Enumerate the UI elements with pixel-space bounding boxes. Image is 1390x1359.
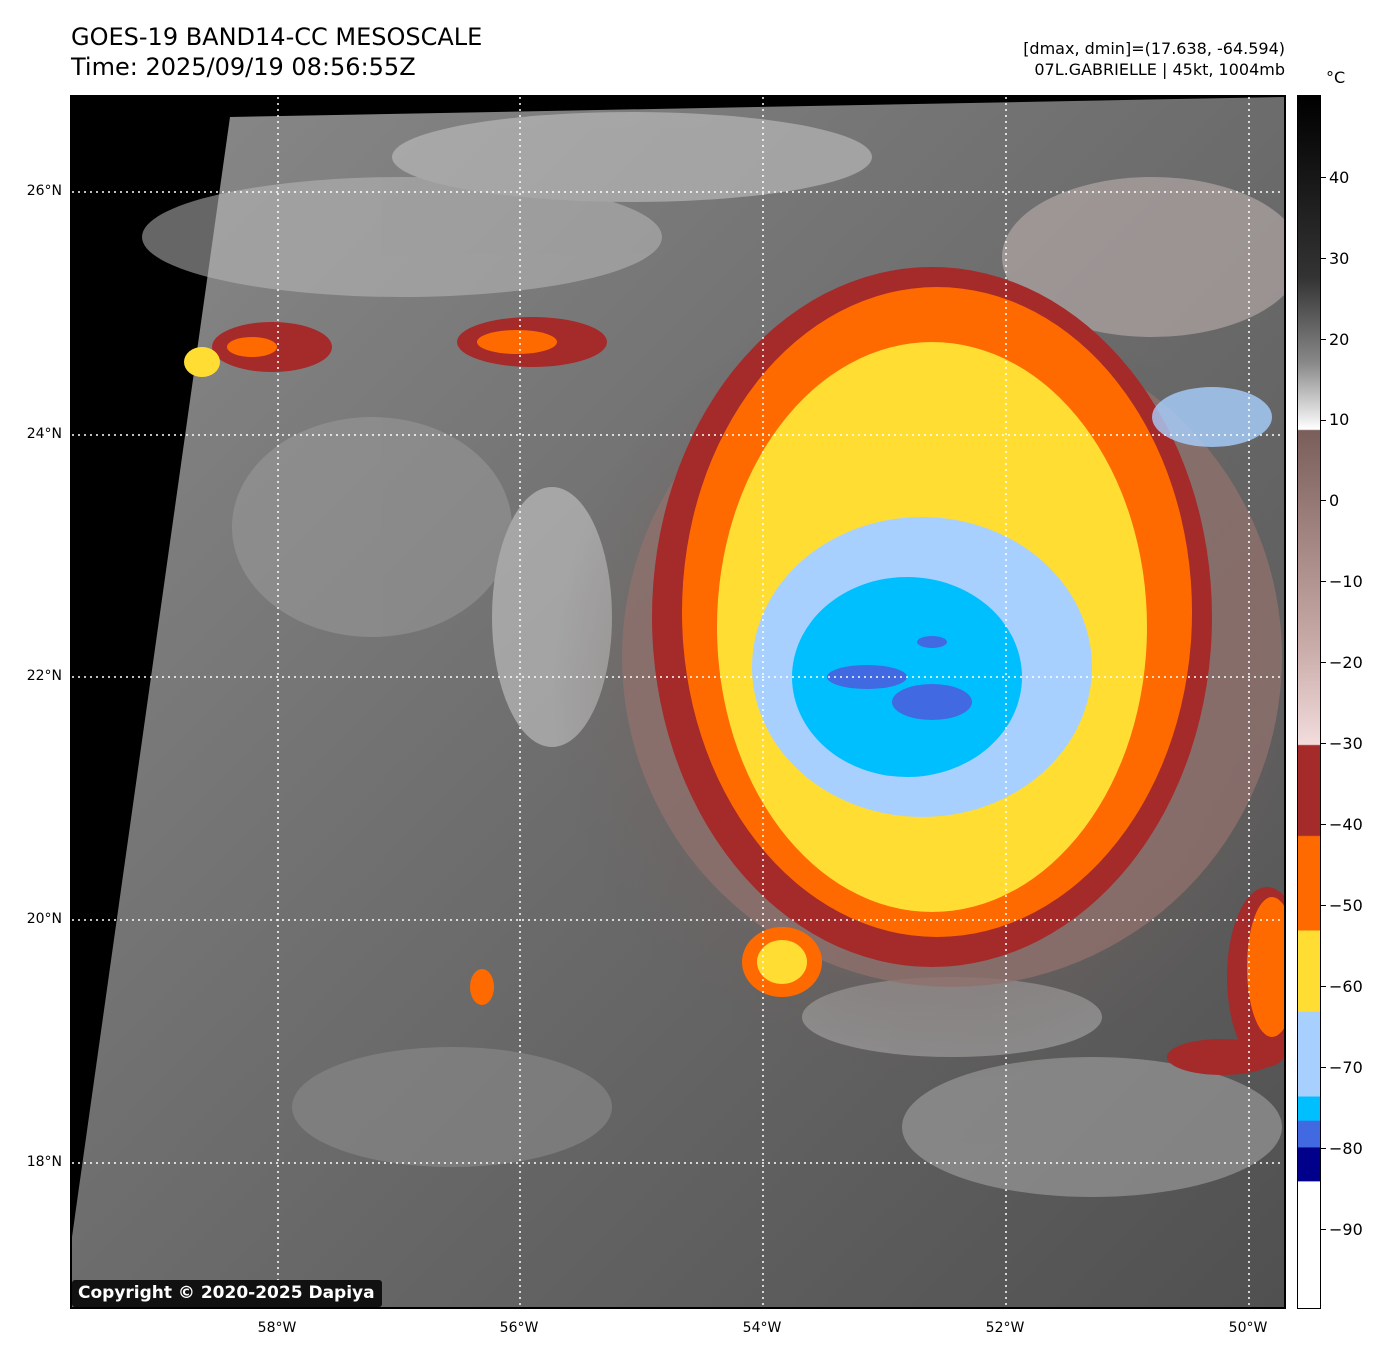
lon-label-54: 54°W (742, 1320, 782, 1336)
colorbar-tick-mark (1321, 500, 1326, 501)
colorbar-label-minus30: −30 (1329, 734, 1363, 753)
range-line: [dmax, dmin]=(17.638, -64.594) (1023, 39, 1285, 58)
lon-label-56: 56°W (499, 1320, 539, 1336)
chart-title: GOES-19 BAND14-CC MESOSCALE Time: 2025/0… (71, 22, 482, 82)
colorbar-tick-mark (1321, 420, 1326, 421)
lat-label-18: 18°N (26, 1154, 62, 1170)
colorbar-tick-mark (1321, 1067, 1326, 1068)
storm-line: 07L.GABRIELLE | 45kt, 1004mb (1034, 60, 1285, 79)
colorbar-label-40: 40 (1329, 168, 1350, 187)
title-line-1: GOES-19 BAND14-CC MESOSCALE (71, 23, 483, 51)
storm-info: [dmax, dmin]=(17.638, -64.594) 07L.GABRI… (1023, 38, 1285, 80)
colorbar-label-20: 20 (1329, 330, 1350, 349)
satellite-imagery (72, 97, 1284, 1307)
colorbar-tick-mark (1321, 258, 1326, 259)
colorbar-label-10: 10 (1329, 410, 1350, 429)
lon-label-50: 50°W (1228, 1320, 1268, 1336)
convective-cell (1167, 1039, 1277, 1075)
colorbar-tick-mark (1321, 986, 1326, 987)
colorbar-label-minus10: −10 (1329, 572, 1363, 591)
lat-label-24: 24°N (26, 426, 62, 442)
colorbar-tick-mark (1321, 662, 1326, 663)
convective-cell (1152, 387, 1272, 447)
colorbar-tick-mark (1321, 905, 1326, 906)
colorbar (1297, 95, 1321, 1309)
storm-core-blue (892, 684, 972, 720)
lat-label-20: 20°N (26, 911, 62, 927)
colorbar-label-minus20: −20 (1329, 653, 1363, 672)
colorbar-tick-mark (1321, 177, 1326, 178)
colorbar-tick-mark (1321, 581, 1326, 582)
title-line-2: Time: 2025/09/19 08:56:55Z (71, 53, 416, 81)
colorbar-unit: °C (1326, 68, 1346, 87)
convective-cell (470, 969, 494, 1005)
colorbar-label-0: 0 (1329, 491, 1340, 510)
colorbar-label-minus70: −70 (1329, 1058, 1363, 1077)
colorbar-tick-mark (1321, 1229, 1326, 1230)
graticule (72, 97, 1284, 1307)
colorbar-tick-mark (1321, 339, 1326, 340)
satellite-map (70, 95, 1286, 1309)
lat-label-26: 26°N (26, 183, 62, 199)
colorbar-label-30: 30 (1329, 249, 1350, 268)
colorbar-tick-mark (1321, 1148, 1326, 1149)
colorbar-label-minus50: −50 (1329, 896, 1363, 915)
colorbar-label-minus40: −40 (1329, 815, 1363, 834)
lat-label-22: 22°N (26, 668, 62, 684)
lon-label-58: 58°W (257, 1320, 297, 1336)
colorbar-tick-mark (1321, 743, 1326, 744)
colorbar-tick-mark (1321, 824, 1326, 825)
colorbar-label-minus60: −60 (1329, 977, 1363, 996)
colorbar-label-minus80: −80 (1329, 1139, 1363, 1158)
lon-label-52: 52°W (985, 1320, 1025, 1336)
copyright-badge: Copyright © 2020-2025 Dapiya (72, 1280, 382, 1307)
colorbar-label-minus90: −90 (1329, 1220, 1363, 1239)
